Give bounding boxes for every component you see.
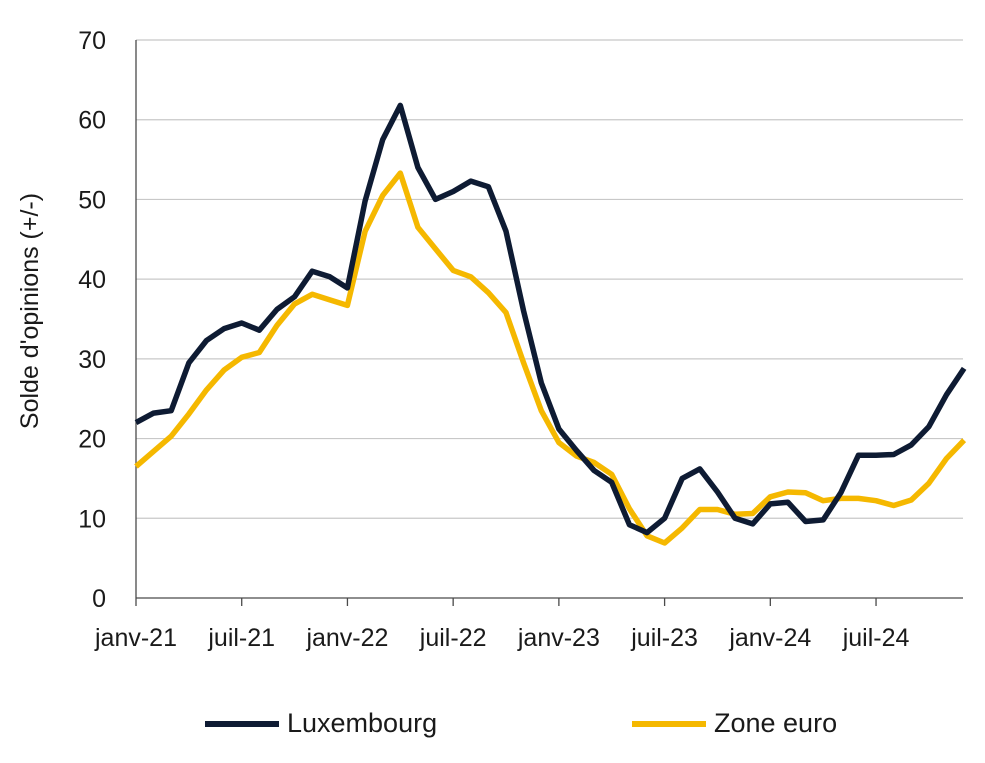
legend-swatch-luxembourg bbox=[205, 720, 279, 727]
y-tick-labels: 0 10 20 30 40 50 60 70 bbox=[78, 27, 106, 613]
x-tick-label: janv-24 bbox=[728, 624, 811, 652]
legend-item-luxembourg: Luxembourg bbox=[205, 708, 437, 739]
x-tick-label: juil-23 bbox=[630, 624, 698, 652]
series-line-zone-euro bbox=[134, 170, 967, 546]
legend-swatch-zone-euro bbox=[632, 720, 706, 727]
x-tick-label: janv-22 bbox=[305, 624, 388, 652]
legend-label-luxembourg: Luxembourg bbox=[287, 708, 438, 738]
y-tick-label: 0 bbox=[92, 585, 106, 613]
gridlines bbox=[136, 39, 963, 519]
x-tick-label: janv-21 bbox=[94, 624, 177, 652]
y-tick-label: 70 bbox=[78, 27, 106, 55]
y-tick-label: 60 bbox=[78, 107, 106, 135]
series-line-luxembourg bbox=[134, 102, 967, 536]
x-tick-label: janv-23 bbox=[517, 624, 600, 652]
x-tick-label: juil-22 bbox=[419, 624, 487, 652]
x-tick-label: juil-24 bbox=[842, 624, 910, 652]
legend-label-zone-euro: Zone euro bbox=[714, 708, 838, 738]
axes bbox=[135, 40, 963, 599]
y-tick-label: 40 bbox=[78, 266, 106, 294]
legend-item-zone-euro: Zone euro bbox=[632, 708, 837, 739]
x-tick-labels: janv-21 juil-21 janv-22 juil-22 janv-23 juil-… bbox=[94, 598, 909, 652]
y-tick-label: 50 bbox=[78, 186, 106, 214]
line-chart: 0 10 20 30 40 50 60 70 janv-21 juil-21 janv-22 jui… bbox=[16, 27, 967, 652]
series-lines bbox=[134, 102, 967, 546]
x-tick-label: juil-21 bbox=[207, 624, 275, 652]
y-tick-label: 20 bbox=[78, 426, 106, 454]
y-axis-label: Solde d'opinions (+/-) bbox=[16, 193, 44, 429]
y-tick-label: 10 bbox=[78, 505, 106, 533]
y-tick-label: 30 bbox=[78, 346, 106, 374]
